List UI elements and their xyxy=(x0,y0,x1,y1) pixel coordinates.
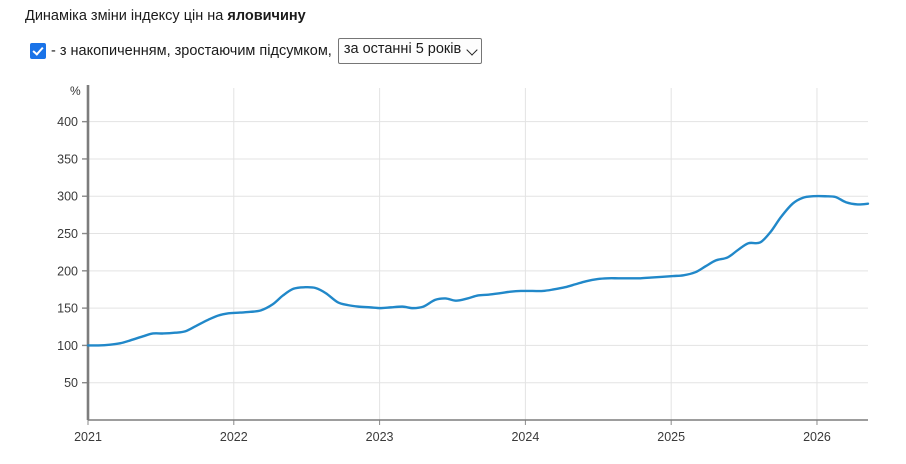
page-title-prefix: Динаміка зміни індексу цін на xyxy=(25,8,228,24)
x-tick-label: 2023 xyxy=(366,430,394,444)
y-tick-label: 400 xyxy=(57,115,78,129)
cumulative-checkbox[interactable] xyxy=(30,43,46,59)
chart-controls: - з накопиченням, зростаючим підсумком, … xyxy=(30,38,483,64)
y-tick-label: 50 xyxy=(64,376,78,390)
y-tick-label: 250 xyxy=(57,227,78,241)
x-tick-label: 2024 xyxy=(511,430,539,444)
chart-svg: 50 100 150 200 250 300 350 400 2021 2022 2023 2024 2… xyxy=(57,85,870,444)
price-index-chart: 50 100 150 200 250 300 350 400 2021 2022 2023 2024 2… xyxy=(0,72,906,464)
y-axis-unit: % xyxy=(70,84,81,98)
chevron-down-icon xyxy=(466,44,478,56)
period-select[interactable]: за останні 5 років xyxy=(337,38,483,64)
y-tick-label: 200 xyxy=(57,264,78,278)
y-tick-label: 300 xyxy=(57,190,78,204)
page-title: Динаміка зміни індексу цін на яловичину xyxy=(25,8,306,24)
x-tick-label: 2022 xyxy=(220,430,248,444)
y-tick-label: 100 xyxy=(57,339,78,353)
price-index-line[interactable] xyxy=(86,194,870,347)
cumulative-label: - з накопиченням, зростаючим підсумком, xyxy=(51,43,332,59)
y-tick-label: 150 xyxy=(57,302,78,316)
x-tick-label: 2025 xyxy=(657,430,685,444)
page-title-subject: яловичину xyxy=(227,8,306,24)
period-select-value: за останні 5 років xyxy=(343,41,462,57)
x-tick-label: 2021 xyxy=(74,430,102,444)
x-tick-label: 2026 xyxy=(803,430,831,444)
y-tick-label: 350 xyxy=(57,152,78,166)
